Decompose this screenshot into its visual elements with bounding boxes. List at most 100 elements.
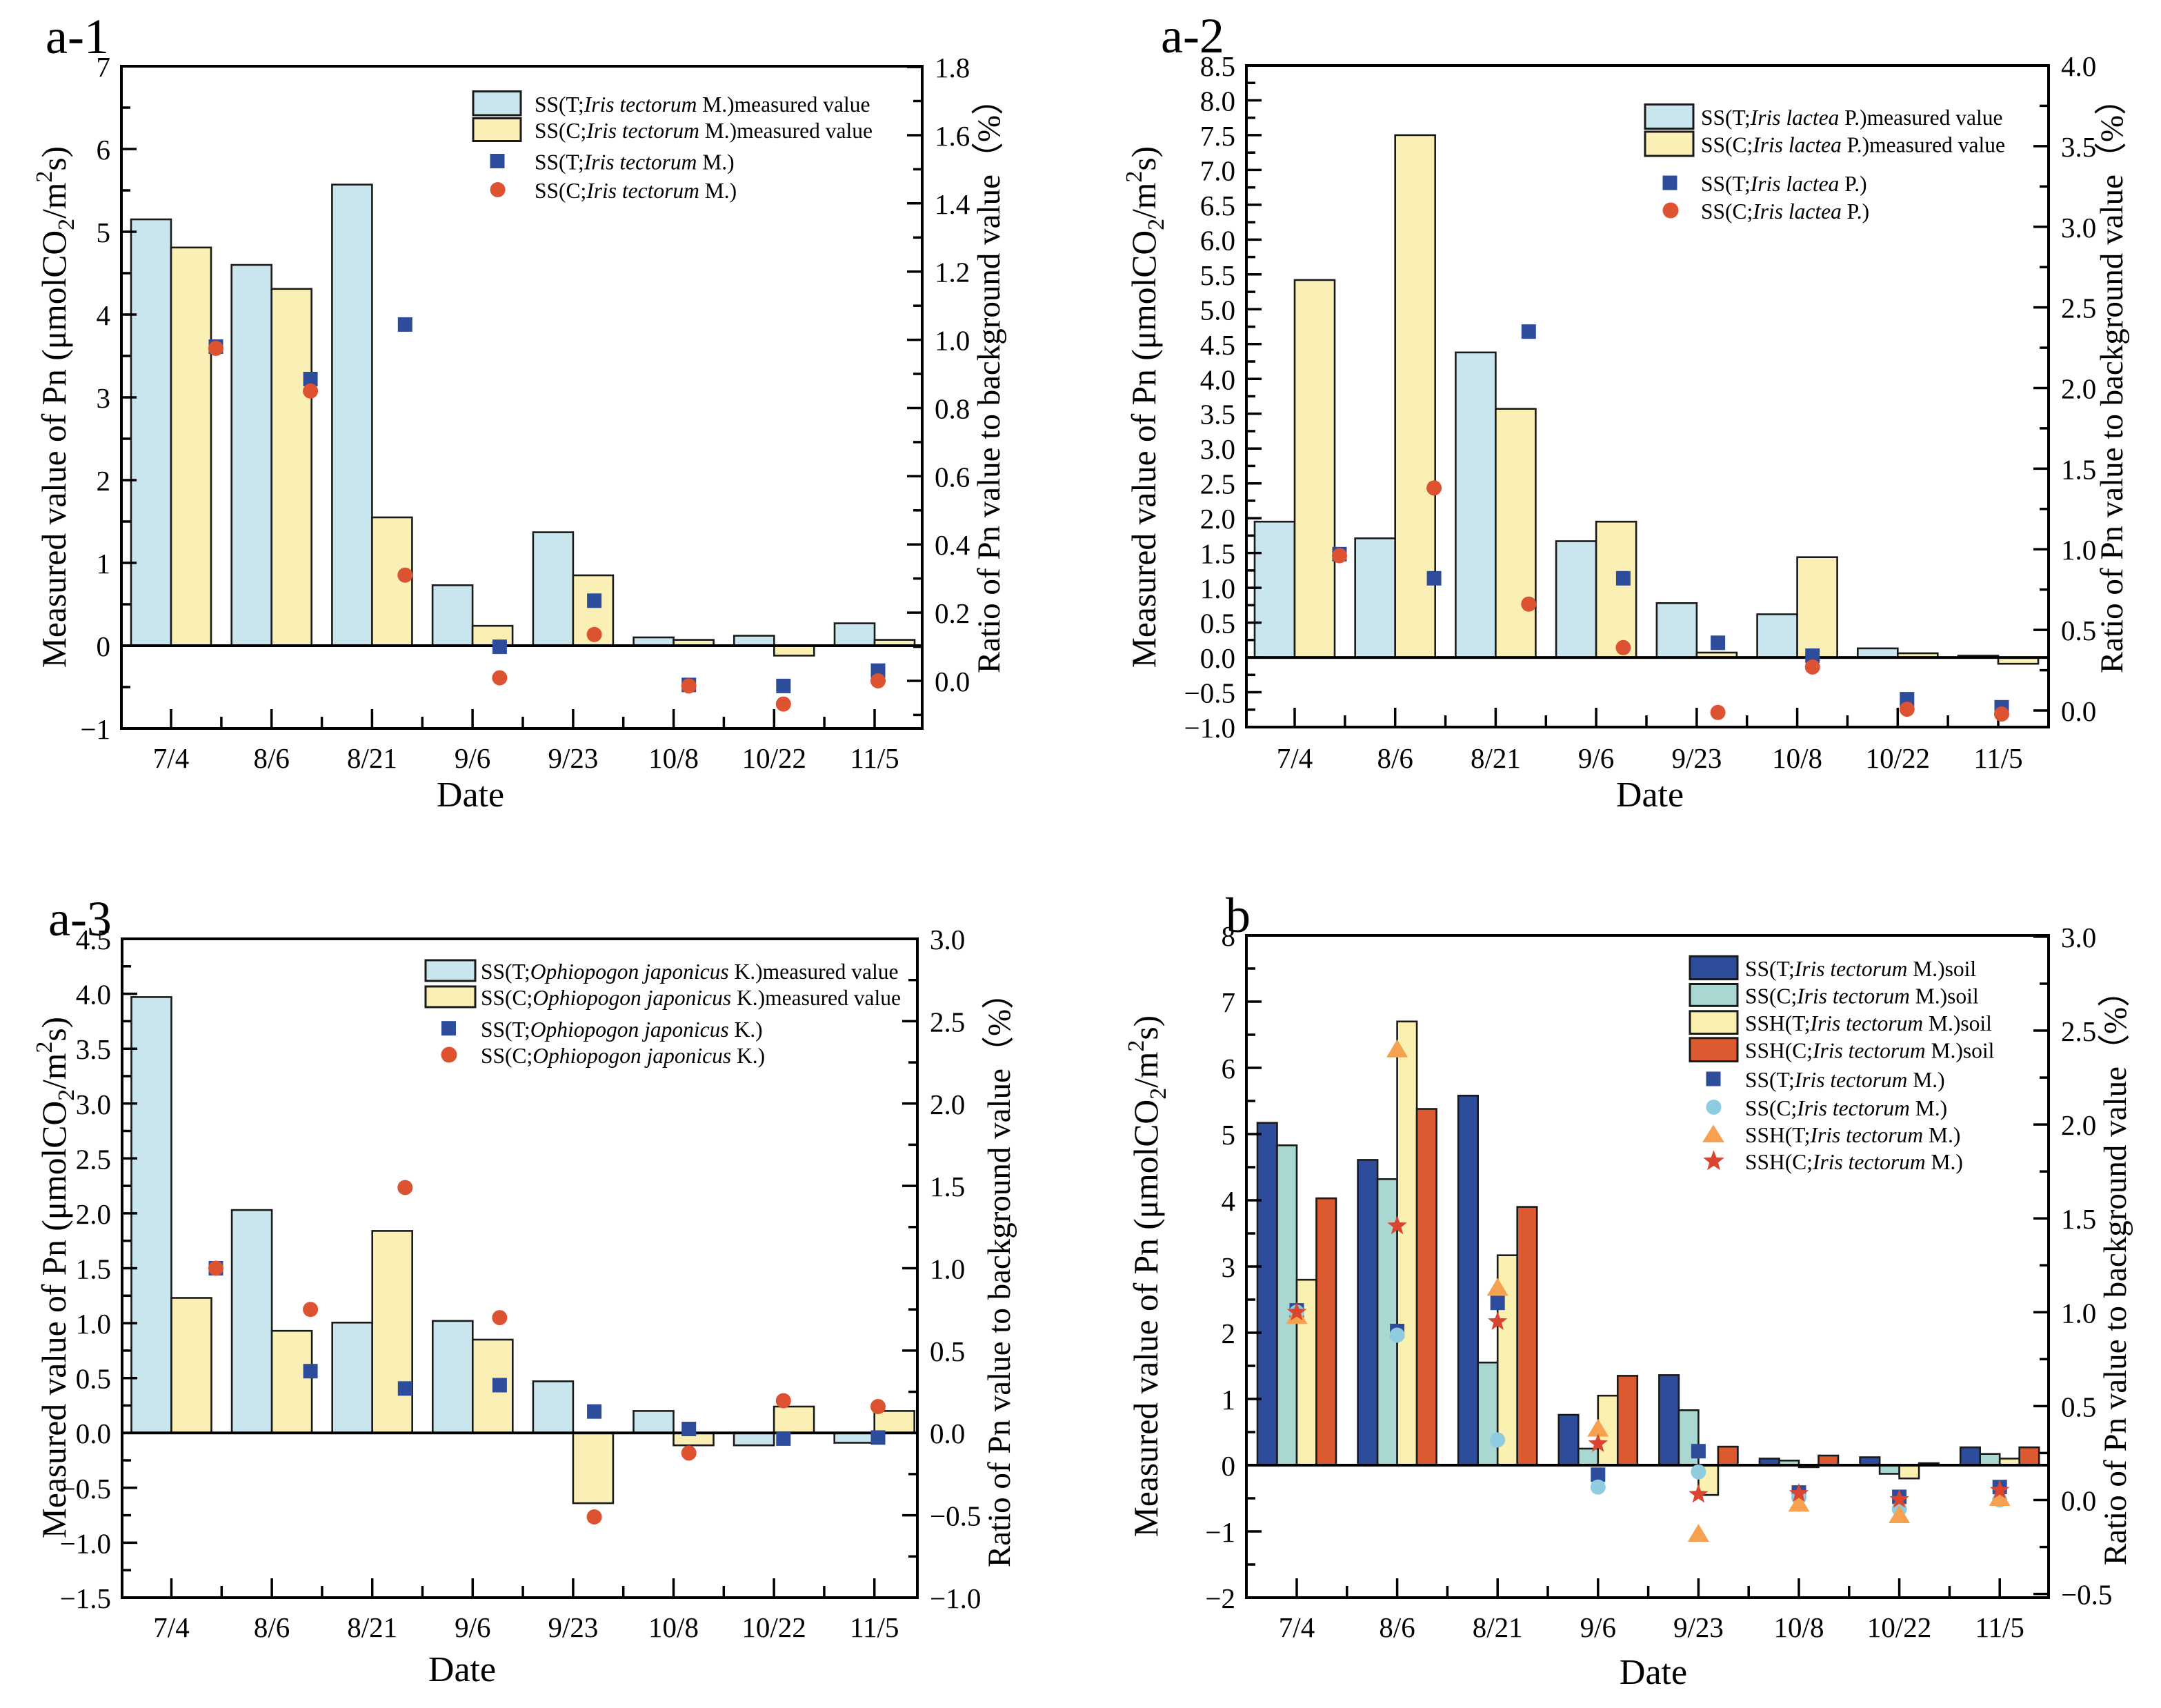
svg-text:1.0: 1.0 (76, 1308, 111, 1340)
svg-text:Ratio of Pn value to backgroun: Ratio of Pn value to background value（%） (971, 83, 1007, 673)
svg-text:SS(C;Iris lactea P.): SS(C;Iris lactea P.) (1701, 199, 1869, 224)
svg-text:0.5: 0.5 (930, 1335, 965, 1367)
svg-text:3.0: 3.0 (2061, 922, 2096, 953)
svg-text:2: 2 (1222, 1318, 1236, 1349)
svg-text:1.0: 1.0 (935, 325, 970, 357)
svg-text:2.5: 2.5 (76, 1143, 111, 1175)
svg-text:6: 6 (97, 134, 111, 166)
svg-text:a-3: a-3 (48, 891, 112, 946)
svg-text:−1.0: −1.0 (1184, 712, 1235, 744)
svg-text:−1: −1 (80, 713, 110, 745)
svg-text:8/21: 8/21 (347, 1611, 397, 1643)
svg-text:10/8: 10/8 (648, 742, 699, 774)
svg-text:1.0: 1.0 (2061, 534, 2096, 566)
svg-text:11/5: 11/5 (850, 742, 899, 774)
svg-text:10/22: 10/22 (1866, 742, 1930, 774)
svg-text:9/6: 9/6 (455, 1611, 490, 1643)
svg-text:0.0: 0.0 (2061, 695, 2096, 727)
svg-text:0.8: 0.8 (935, 393, 970, 425)
svg-text:SS(C;Iris tectorum M.)measured: SS(C;Iris tectorum M.)measured value (535, 119, 873, 143)
svg-text:2.5: 2.5 (930, 1006, 965, 1037)
svg-text:7: 7 (1222, 986, 1236, 1018)
svg-text:2.0: 2.0 (1200, 503, 1235, 535)
svg-text:0.0: 0.0 (930, 1418, 965, 1449)
svg-text:SS(T;Iris lactea P.): SS(T;Iris lactea P.) (1701, 172, 1867, 196)
svg-text:Measured value of Pn (μmolCO2/: Measured value of Pn (μmolCO2/m2s) (1122, 146, 1169, 668)
svg-text:4: 4 (1222, 1185, 1236, 1217)
svg-text:SS(T;Iris tectorum M.)soil: SS(T;Iris tectorum M.)soil (1745, 957, 1976, 981)
svg-text:SS(T;Iris tectorum M.)measured: SS(T;Iris tectorum M.)measured value (535, 92, 870, 117)
svg-text:−0.5: −0.5 (930, 1500, 981, 1532)
svg-text:10/22: 10/22 (1867, 1611, 1931, 1643)
svg-text:−1.0: −1.0 (930, 1582, 981, 1614)
svg-text:Ratio of Pn value to backgroun: Ratio of Pn value to background value（%） (2098, 975, 2133, 1565)
svg-text:6: 6 (1222, 1053, 1236, 1084)
svg-text:1.0: 1.0 (930, 1253, 965, 1285)
svg-text:0.4: 0.4 (935, 529, 970, 561)
svg-text:0.5: 0.5 (76, 1363, 111, 1395)
svg-text:8/6: 8/6 (253, 742, 289, 774)
svg-text:SS(C;Ophiopogon japonicus K.)m: SS(C;Ophiopogon japonicus K.)measured va… (481, 986, 901, 1010)
svg-text:−0.5: −0.5 (60, 1473, 111, 1505)
svg-text:9/23: 9/23 (1673, 1611, 1724, 1643)
svg-text:1.5: 1.5 (2061, 453, 2096, 485)
svg-text:Measured value of Pn (μmolCO2/: Measured value of Pn (μmolCO2/m2s) (1124, 1015, 1171, 1537)
svg-text:9/23: 9/23 (548, 742, 598, 774)
svg-text:0.5: 0.5 (1200, 608, 1235, 639)
svg-text:3: 3 (1222, 1251, 1236, 1283)
svg-text:SSH(C;Iris tectorum M.): SSH(C;Iris tectorum M.) (1745, 1150, 1963, 1174)
svg-text:11/5: 11/5 (1975, 1611, 2024, 1643)
svg-text:SS(T;Iris tectorum M.): SS(T;Iris tectorum M.) (1745, 1068, 1945, 1092)
svg-text:Date: Date (1616, 775, 1684, 815)
svg-text:1: 1 (97, 548, 111, 579)
svg-text:7.0: 7.0 (1200, 155, 1235, 186)
svg-text:4.5: 4.5 (1200, 329, 1235, 361)
svg-text:8: 8 (1222, 920, 1236, 952)
svg-text:2.5: 2.5 (2061, 1015, 2096, 1047)
svg-text:8.0: 8.0 (1200, 86, 1235, 117)
svg-text:a-2: a-2 (1161, 8, 1224, 63)
svg-text:5: 5 (1222, 1119, 1236, 1151)
svg-text:−1: −1 (1205, 1516, 1235, 1548)
svg-text:10/8: 10/8 (1772, 742, 1822, 774)
svg-text:SS(T;Iris lactea P.)measured v: SS(T;Iris lactea P.)measured value (1701, 106, 2002, 130)
svg-text:SS(C;Ophiopogon japonicus K.): SS(C;Ophiopogon japonicus K.) (481, 1044, 765, 1068)
svg-text:8/6: 8/6 (1379, 1611, 1415, 1643)
svg-text:3.0: 3.0 (1200, 433, 1235, 465)
svg-text:3.5: 3.5 (76, 1033, 111, 1065)
svg-text:3.0: 3.0 (76, 1089, 111, 1120)
svg-text:1.0: 1.0 (2061, 1297, 2096, 1329)
svg-text:−2: −2 (1205, 1582, 1235, 1614)
svg-text:0.0: 0.0 (2061, 1485, 2096, 1517)
svg-text:Measured value of Pn (μmolCO2/: Measured value of Pn (μmolCO2/m2s) (32, 1017, 79, 1538)
svg-text:−0.5: −0.5 (2061, 1579, 2112, 1611)
svg-text:1.5: 1.5 (76, 1253, 111, 1285)
svg-text:SS(T;Iris tectorum M.): SS(T;Iris tectorum M.) (535, 150, 735, 175)
svg-text:−0.5: −0.5 (1184, 677, 1235, 709)
svg-text:3.5: 3.5 (2061, 131, 2096, 163)
svg-text:7.5: 7.5 (1200, 120, 1235, 152)
svg-text:4.0: 4.0 (2061, 50, 2096, 82)
svg-text:6.0: 6.0 (1200, 224, 1235, 256)
svg-text:1.2: 1.2 (935, 257, 970, 288)
svg-text:1.8: 1.8 (935, 52, 970, 83)
svg-text:0.5: 0.5 (2061, 615, 2096, 646)
svg-text:2: 2 (97, 465, 111, 497)
svg-text:10/8: 10/8 (1774, 1611, 1824, 1643)
svg-text:10/8: 10/8 (648, 1611, 699, 1643)
svg-text:9/6: 9/6 (1578, 742, 1614, 774)
svg-text:8/6: 8/6 (1377, 742, 1413, 774)
svg-text:10/22: 10/22 (742, 742, 806, 774)
svg-text:1.5: 1.5 (1200, 538, 1235, 570)
svg-text:1.4: 1.4 (935, 188, 970, 220)
svg-text:8/21: 8/21 (1471, 742, 1521, 774)
svg-text:0.0: 0.0 (76, 1418, 111, 1449)
svg-text:0.5: 0.5 (2061, 1391, 2096, 1422)
svg-text:4.5: 4.5 (76, 924, 111, 955)
svg-text:SSH(T;Iris tectorum M.)soil: SSH(T;Iris tectorum M.)soil (1745, 1011, 1992, 1035)
svg-text:Ratio of Pn value to backgroun: Ratio of Pn value to background value（%） (2094, 83, 2130, 673)
svg-text:7/4: 7/4 (1279, 1611, 1315, 1643)
svg-text:2.5: 2.5 (1200, 468, 1235, 500)
svg-text:1: 1 (1222, 1384, 1236, 1416)
svg-text:0: 0 (97, 630, 111, 662)
